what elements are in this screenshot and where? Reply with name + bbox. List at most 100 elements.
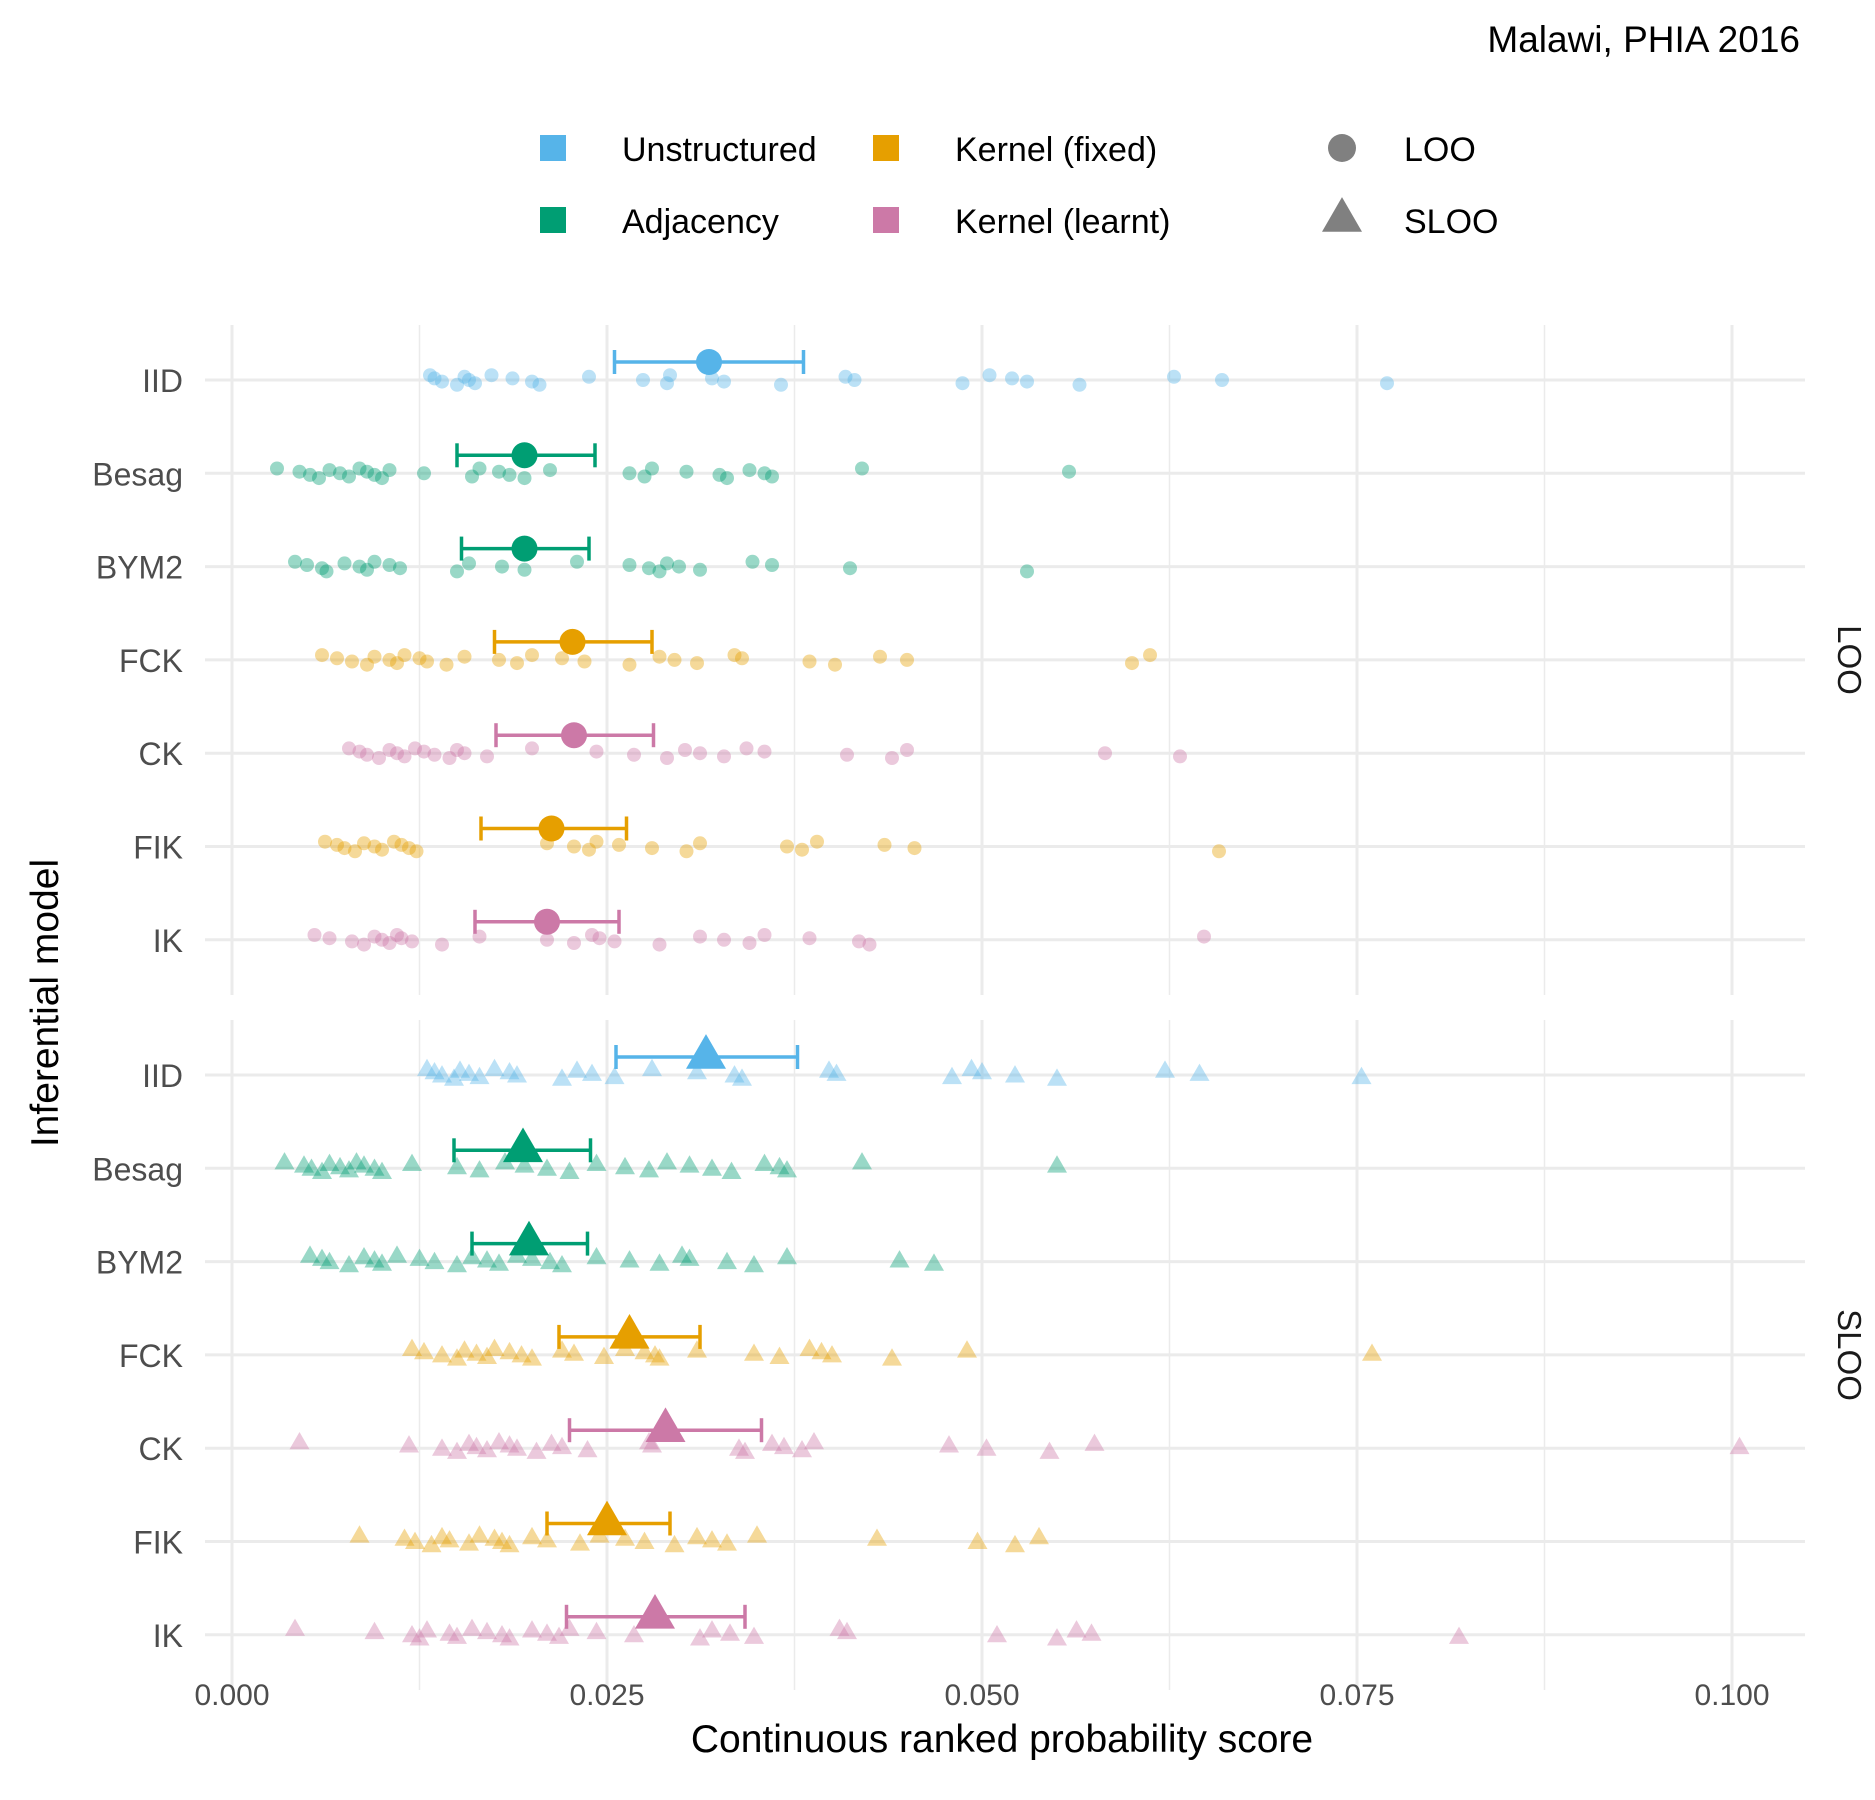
data-point <box>333 466 347 481</box>
y-tick-label: BYM2 <box>96 550 183 586</box>
data-point <box>354 1155 374 1173</box>
data-point <box>555 651 569 666</box>
data-point <box>409 1628 430 1646</box>
panel-loo: IID Besag BYM2 FCK CK FIK IK LOO <box>92 325 1868 995</box>
data-point <box>447 1156 467 1175</box>
data-point <box>795 842 809 857</box>
data-point <box>462 556 476 571</box>
data-point <box>942 1066 962 1085</box>
data-point <box>1081 1623 1102 1641</box>
data-point <box>517 471 532 486</box>
data-point <box>660 556 674 571</box>
x-tick-label: 0.100 <box>1694 1679 1769 1712</box>
data-point <box>867 1528 887 1546</box>
data-point <box>450 377 464 392</box>
legend-label: SLOO <box>1404 203 1498 241</box>
data-point <box>517 562 532 577</box>
data-point <box>777 1160 797 1178</box>
data-point <box>480 749 494 764</box>
data-point <box>466 1436 487 1455</box>
data-point <box>732 1068 752 1086</box>
data-point <box>382 558 397 572</box>
data-point <box>540 932 554 947</box>
data-point <box>439 1530 460 1548</box>
data-point <box>1020 374 1034 389</box>
data-point <box>382 652 397 667</box>
x-axis: 0.000 0.025 0.050 0.075 0.100 <box>194 1679 1769 1712</box>
data-point <box>717 374 731 389</box>
data-point <box>702 1620 722 1638</box>
legend-swatch <box>873 135 899 161</box>
data-point <box>1066 1620 1087 1638</box>
x-tick-label: 0.050 <box>944 1679 1019 1712</box>
data-point <box>432 1526 452 1545</box>
y-tick-label: Besag <box>92 1151 183 1187</box>
data-point <box>667 652 682 667</box>
data-point <box>424 1061 445 1080</box>
y-tick-label: IK <box>153 923 183 959</box>
data-point <box>607 934 622 949</box>
data-point <box>727 648 742 663</box>
data-point <box>882 1348 902 1366</box>
data-point <box>349 1525 370 1543</box>
mean-marker <box>534 908 560 935</box>
data-point <box>537 1530 557 1548</box>
y-tick-label: FCK <box>119 643 183 679</box>
data-point <box>511 1345 532 1363</box>
data-point <box>721 1161 742 1179</box>
data-point <box>420 654 434 669</box>
data-point <box>346 1152 367 1170</box>
data-point <box>838 369 853 384</box>
data-point <box>312 1248 332 1266</box>
mean-marker <box>686 1034 726 1069</box>
data-point <box>348 844 362 859</box>
data-point <box>360 464 374 479</box>
series-ck-loo <box>342 722 1187 765</box>
data-point <box>484 368 499 383</box>
data-point <box>615 1528 635 1546</box>
data-point <box>462 1618 482 1636</box>
data-point <box>489 1253 509 1271</box>
data-point <box>364 1621 385 1640</box>
y-tick-label: CK <box>139 1431 183 1467</box>
data-point <box>819 1060 839 1078</box>
data-point <box>1189 1063 1210 1081</box>
data-point <box>402 1624 422 1643</box>
data-point <box>792 1439 812 1458</box>
data-point <box>352 461 367 476</box>
data-point <box>1047 1155 1067 1173</box>
data-point <box>799 1338 820 1356</box>
data-point <box>322 463 337 478</box>
data-point <box>589 834 604 849</box>
data-point <box>645 1345 665 1363</box>
data-point <box>499 1061 520 1080</box>
data-point <box>634 1531 655 1549</box>
data-point <box>828 657 842 672</box>
data-point <box>454 1340 475 1358</box>
data-point <box>292 464 307 479</box>
data-point <box>664 1534 685 1553</box>
data-point <box>742 463 757 478</box>
data-point <box>657 1152 677 1170</box>
data-point <box>769 1156 790 1175</box>
data-point <box>439 657 454 672</box>
data-point <box>1197 929 1211 944</box>
data-point <box>408 741 422 756</box>
data-point <box>285 1618 305 1636</box>
data-point <box>774 377 788 392</box>
data-point <box>652 937 667 952</box>
data-point <box>570 1533 590 1551</box>
data-point <box>397 749 412 764</box>
data-point <box>1098 746 1112 761</box>
y-axis-label: Inferential model <box>24 859 67 1147</box>
data-point <box>409 844 424 859</box>
data-point <box>594 1346 614 1364</box>
legend-label: LOO <box>1404 131 1476 169</box>
data-point <box>774 1436 794 1455</box>
data-point <box>387 1245 407 1263</box>
data-point <box>885 751 899 765</box>
series-ck-sloo <box>289 1407 1750 1459</box>
data-point <box>499 1628 520 1646</box>
series-besag-sloo <box>274 1127 1067 1179</box>
data-point <box>1729 1436 1750 1455</box>
